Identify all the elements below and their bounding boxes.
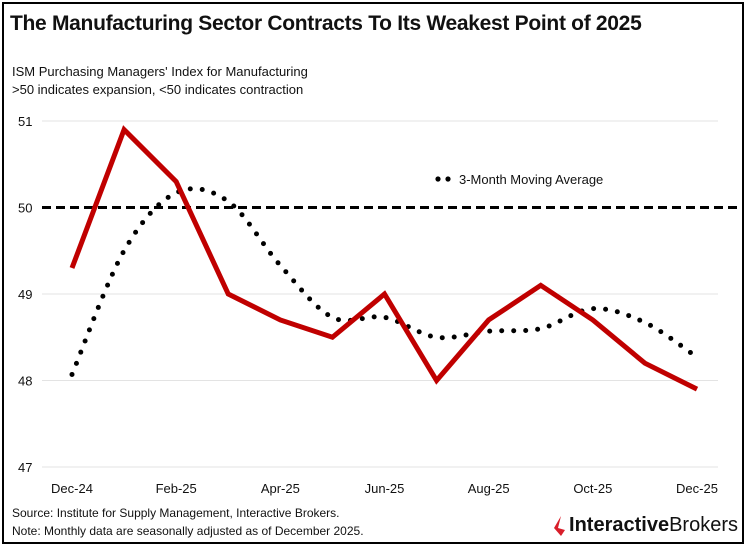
x-tick-label: Oct-25 [573,481,612,496]
chart-subtitle-2: >50 indicates expansion, <50 indicates c… [12,82,304,97]
y-tick-label: 50 [18,201,32,216]
legend-dot [435,176,441,182]
legend-label: 3-Month Moving Average [459,172,603,187]
legend-dot [445,176,451,182]
x-tick-label: Apr-25 [261,481,300,496]
y-tick-label: 47 [18,460,32,475]
source-note: Source: Institute for Supply Management,… [12,506,340,520]
interactive-brokers-logo: Interactive Brokers [552,514,738,537]
logo-text-bold: Interactive [569,514,670,536]
logo-flame-icon [554,515,566,536]
y-tick-label: 48 [18,374,32,389]
x-tick-label: Aug-25 [468,481,510,496]
y-tick-label: 51 [18,114,32,129]
x-tick-label: Dec-25 [676,481,718,496]
x-tick-label: Jun-25 [365,481,405,496]
chart-subtitle-1: ISM Purchasing Managers' Index for Manuf… [12,64,308,79]
moving-average-line [69,186,700,377]
chart-title: The Manufacturing Sector Contracts To It… [10,12,642,35]
x-tick-label: Feb-25 [156,481,197,496]
pmi-line [69,125,699,392]
footnote: Note: Monthly data are seasonally adjust… [12,524,364,538]
chart-frame [2,2,744,544]
logo-text: Brokers [669,514,738,536]
y-tick-label: 49 [18,287,32,302]
x-tick-label: Dec-24 [51,481,93,496]
